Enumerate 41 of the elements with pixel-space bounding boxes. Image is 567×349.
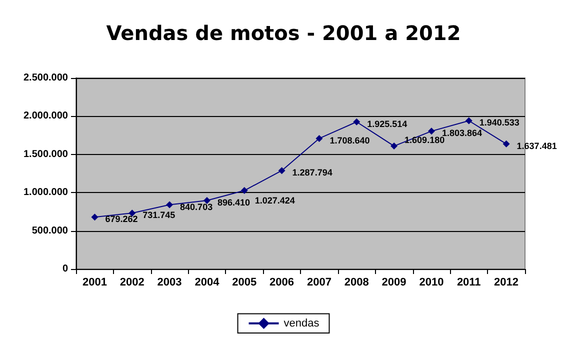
x-tick-label: 2004 xyxy=(194,276,220,288)
x-tick-label: 2007 xyxy=(306,276,332,288)
legend-label: vendas xyxy=(284,317,320,330)
x-tick-label: 2006 xyxy=(270,276,294,288)
point xyxy=(502,140,510,148)
point xyxy=(166,201,174,208)
x-tick-label: 2011 xyxy=(456,276,481,288)
x-tick-label: 2005 xyxy=(232,276,257,288)
chart-title: Vendas de motos - 2001 a 2012 xyxy=(106,21,461,45)
data-label: 1.637.481 xyxy=(516,140,557,151)
data-label: 1.287.794 xyxy=(292,168,332,178)
data-label: 896.410 xyxy=(217,198,250,208)
x-tick-label: 2002 xyxy=(120,276,144,288)
y-tick-label: 500.000 xyxy=(32,225,68,236)
data-label: 840.703 xyxy=(180,202,213,212)
data-label: 1.708.640 xyxy=(330,135,370,146)
point xyxy=(428,128,435,135)
x-tick-label: 2012 xyxy=(494,276,519,288)
point xyxy=(390,142,398,150)
x-tick-label: 2010 xyxy=(419,276,444,288)
data-label: 1.925.514 xyxy=(367,118,408,129)
y-tick-label: 1.500.000 xyxy=(24,148,68,160)
x-tick-label: 2001 xyxy=(82,276,107,288)
y-tick-label: 0 xyxy=(62,264,68,274)
y-tick-label: 2.500.000 xyxy=(24,72,68,84)
x-tick-label: 2009 xyxy=(382,276,406,288)
point xyxy=(316,134,323,142)
point xyxy=(240,187,248,194)
point xyxy=(465,117,472,124)
data-label: 1.940.533 xyxy=(479,118,520,128)
point xyxy=(91,214,98,221)
data-label: 1.609.180 xyxy=(404,135,445,146)
y-tick-label: 2.000.000 xyxy=(24,110,68,122)
x-tick-label: 2008 xyxy=(344,276,369,288)
x-tick-label: 2003 xyxy=(157,276,182,288)
data-label: 1.027.424 xyxy=(254,196,295,206)
point xyxy=(278,167,286,174)
data-label: 731.745 xyxy=(142,210,176,220)
point xyxy=(353,118,360,126)
data-label: 679.262 xyxy=(105,214,138,224)
y-tick-label: 1.000.000 xyxy=(24,187,68,198)
